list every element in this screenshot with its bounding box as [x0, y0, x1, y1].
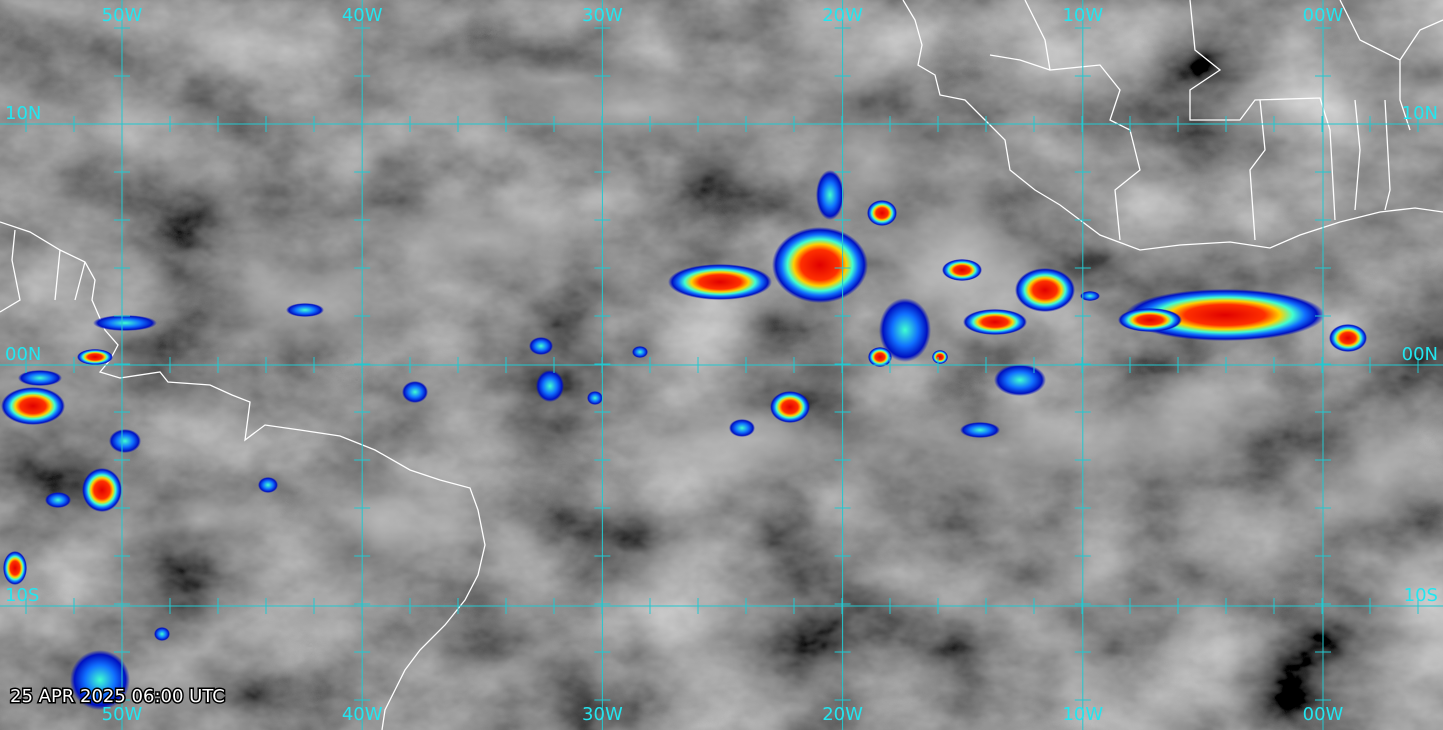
convective-cell — [1118, 308, 1182, 332]
longitude-label: 00W — [1303, 704, 1344, 725]
convective-cell — [1015, 268, 1075, 312]
convective-cell — [109, 429, 141, 453]
latitude-label: 10N — [5, 103, 41, 124]
latitude-label: 00N — [1402, 344, 1438, 365]
longitude-label: 30W — [582, 5, 623, 26]
latitude-label: 10N — [1402, 103, 1438, 124]
convective-cell — [18, 370, 62, 386]
latitude-label: 10S — [1404, 585, 1438, 606]
cloud — [1060, 370, 1300, 490]
longitude-label: 10W — [1062, 704, 1103, 725]
convective-cell — [1, 387, 65, 425]
convective-cell — [529, 337, 553, 355]
convective-cell — [879, 298, 931, 362]
convective-cell — [536, 370, 564, 402]
convective-cell — [994, 364, 1046, 396]
convective-cell — [668, 264, 772, 300]
convective-cell — [45, 492, 71, 508]
convective-cell — [772, 227, 868, 303]
convective-cell — [82, 468, 122, 512]
south-america-coast — [0, 221, 486, 730]
convective-cell — [729, 419, 755, 437]
convective-cell — [1329, 324, 1367, 352]
africa-coast — [902, 0, 1443, 251]
cloud — [450, 50, 670, 110]
cloud — [1320, 400, 1440, 560]
latitude-label: 10S — [5, 585, 39, 606]
cloud — [620, 390, 900, 490]
convection-layer — [1, 170, 1367, 710]
longitude-label: 50W — [102, 5, 143, 26]
cloud — [120, 480, 280, 560]
longitude-label: 50W — [102, 704, 143, 725]
longitude-label: 30W — [582, 704, 623, 725]
convective-cell — [70, 650, 130, 710]
cloud — [350, 190, 610, 290]
longitude-label: 00W — [1303, 5, 1344, 26]
longitude-label: 40W — [342, 5, 383, 26]
convective-cell — [402, 381, 428, 403]
convective-cell — [3, 551, 27, 585]
guiana-borders — [0, 229, 86, 313]
convective-cell — [816, 170, 844, 220]
cloud — [180, 240, 420, 360]
convective-cell — [932, 350, 948, 364]
africa-borders — [989, 0, 1443, 241]
longitude-label: 10W — [1062, 5, 1103, 26]
convective-cell — [770, 391, 810, 423]
longitude-label: 40W — [342, 704, 383, 725]
latitude-label: 00N — [5, 344, 41, 365]
cloud — [290, 460, 470, 580]
convective-cell — [1080, 291, 1100, 301]
timestamp: 25 APR 2025 06:00 UTC — [10, 686, 225, 707]
convective-cell — [632, 346, 648, 358]
convective-cell — [77, 349, 113, 365]
convective-cell — [286, 303, 324, 317]
convective-cell — [258, 477, 278, 493]
convective-cell — [960, 422, 1000, 438]
longitude-label: 20W — [822, 5, 863, 26]
convective-cell — [942, 259, 982, 281]
longitude-label: 20W — [822, 704, 863, 725]
convective-cell — [868, 347, 892, 367]
convective-cell — [587, 391, 603, 405]
convective-cell — [963, 309, 1027, 335]
convective-cell — [1125, 289, 1325, 341]
convective-cell — [93, 315, 157, 331]
convective-cell — [867, 200, 897, 226]
convective-cell — [154, 627, 170, 641]
